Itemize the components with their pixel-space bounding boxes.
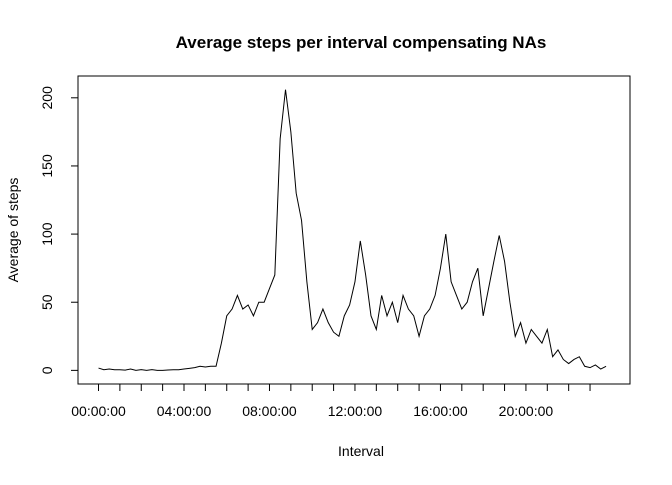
y-tick-label: 100 <box>39 222 55 246</box>
y-axis-label: Average of steps <box>5 178 21 283</box>
x-tick-label: 20:00:00 <box>499 403 554 419</box>
x-tick-label: 04:00:00 <box>157 403 212 419</box>
y-tick-label: 150 <box>39 154 55 178</box>
y-tick-label: 0 <box>39 366 55 374</box>
data-line <box>98 89 607 371</box>
chart-title: Average steps per interval compensating … <box>176 33 547 52</box>
x-tick-label: 08:00:00 <box>242 403 297 419</box>
x-tick-label: 12:00:00 <box>328 403 383 419</box>
plot-frame <box>77 75 631 385</box>
x-axis-label: Interval <box>338 443 384 459</box>
x-tick-label: 00:00:00 <box>71 403 126 419</box>
y-tick-label: 50 <box>39 294 55 310</box>
x-tick-label: 16:00:00 <box>413 403 468 419</box>
y-tick-label: 200 <box>39 86 55 110</box>
